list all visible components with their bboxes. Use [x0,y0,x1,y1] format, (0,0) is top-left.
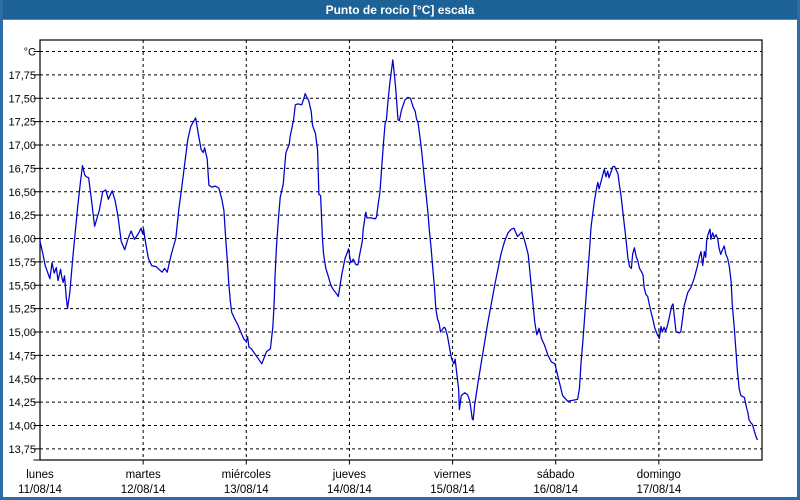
x-axis-labels: lunes 11/08/14 martes 12/08/14 miércoles 13/0… [18,469,682,496]
chart-area: °C 17,75 17,50 17,25 17,00 16,75 16,50 16,25 16,… [3,20,797,497]
y-tick-label: 16,00 [8,234,36,246]
day-name-label: miércoles [222,469,271,481]
y-tick-label: 14,25 [8,397,36,409]
y-tick-label: 17,75 [8,70,36,82]
y-tick-label: 15,25 [8,304,36,316]
day-name-label: sábado [537,469,575,481]
y-tick-label: 13,75 [8,444,36,456]
window-title: Punto de rocío [°C] escala [325,2,475,17]
day-name-label: lunes [26,469,54,481]
day-date-label: 16/08/14 [533,484,578,496]
day-date-label: 14/08/14 [327,484,372,496]
y-tick-label: 16,75 [8,163,36,175]
y-tick-label: 14,50 [8,374,36,386]
y-tick-label: 17,50 [8,93,36,105]
day-date-label: 13/08/14 [224,484,269,496]
axis-ticks [33,51,660,465]
day-date-label: 17/08/14 [636,484,681,496]
y-tick-label: 16,50 [8,187,36,199]
y-tick-label: 16,25 [8,210,36,222]
y-tick-label: °C [24,47,36,59]
day-date-label: 15/08/14 [430,484,475,496]
dewpoint-series-line [39,59,758,441]
day-name-label: jueves [332,469,366,481]
y-tick-label: 17,00 [8,140,36,152]
plot-border [39,39,763,461]
y-tick-label: 17,25 [8,117,36,129]
y-tick-label: 15,75 [8,257,36,269]
titlebar: Punto de rocío [°C] escala [3,0,797,20]
y-tick-label: 14,00 [8,421,36,433]
gridlines [40,40,762,460]
y-tick-label: 15,00 [8,327,36,339]
day-date-label: 11/08/14 [18,484,63,496]
day-date-label: 12/08/14 [121,484,166,496]
day-name-label: martes [126,469,161,481]
day-name-label: domingo [637,469,681,481]
y-tick-label: 14,75 [8,350,36,362]
y-tick-label: 15,50 [8,280,36,292]
dewpoint-chart: °C 17,75 17,50 17,25 17,00 16,75 16,50 16,25 16,… [8,39,763,496]
y-axis-labels: °C 17,75 17,50 17,25 17,00 16,75 16,50 16,25 16,… [8,47,36,456]
day-name-label: viernes [434,469,471,481]
